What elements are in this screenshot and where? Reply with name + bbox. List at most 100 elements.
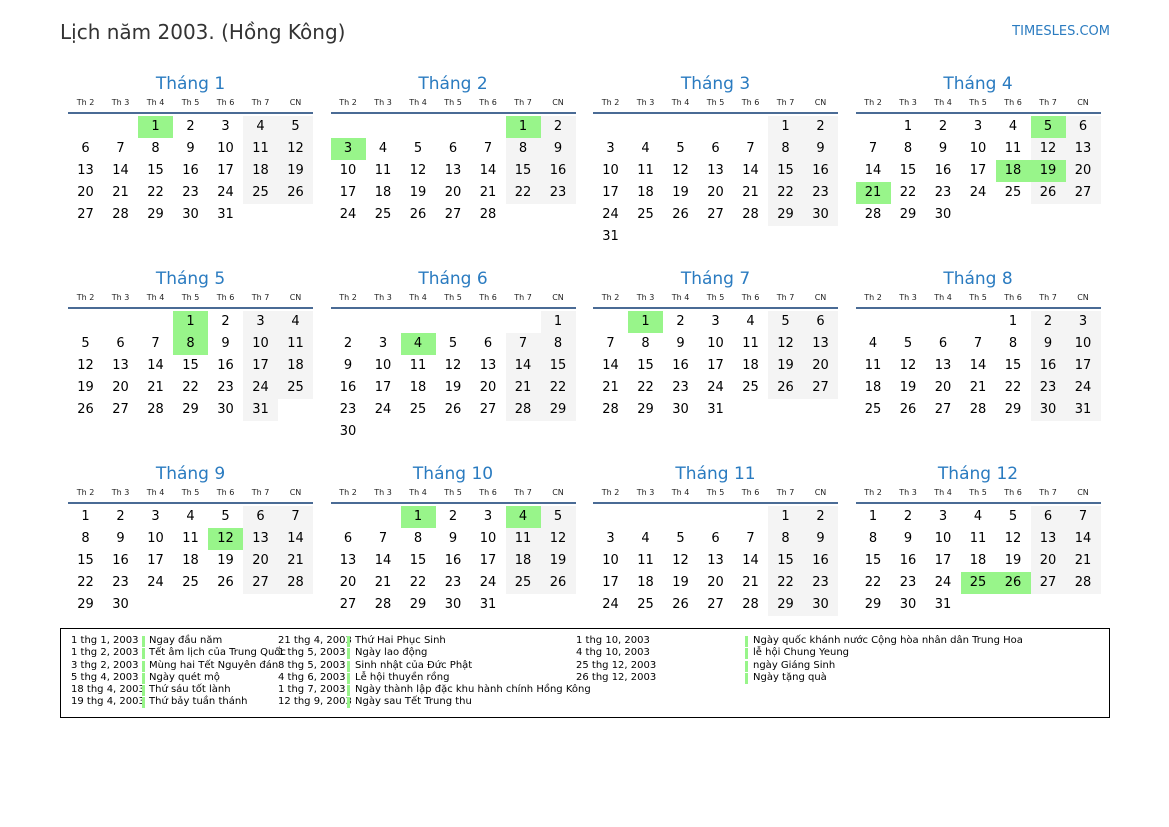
day-cell: 25	[182, 575, 199, 590]
day-cell: 17	[217, 163, 234, 178]
day-cell: 27	[1030, 572, 1066, 594]
day-cell: 13	[339, 553, 357, 568]
day-cell: 13	[112, 358, 129, 373]
weekday-label: Th 5	[444, 293, 462, 302]
day-cell: 5	[540, 506, 576, 528]
month-title: Tháng 9	[155, 464, 226, 484]
day-cell: 23	[1030, 377, 1066, 399]
day-cell: 7	[483, 141, 493, 156]
day-cell: 11	[1004, 141, 1022, 156]
holiday-marker	[142, 685, 145, 697]
holiday-name: ngày Giáng Sinh	[753, 659, 836, 671]
day-cell: 21	[969, 380, 987, 395]
day-grid: 1 2 3 4 5 6 7 8 9 10 11 12 13 14 15 16 17 18 19 20 21 22 23 24 2…	[856, 506, 1101, 616]
day-cell: 9	[1030, 333, 1066, 355]
day-cell: 16	[339, 380, 357, 395]
day-cell: 26	[672, 207, 689, 222]
day-cell: 29	[864, 597, 882, 612]
day-cell: 7	[868, 141, 878, 156]
holiday-date: 26 thg 12, 2003	[576, 671, 657, 683]
day-cell: 20	[243, 550, 278, 572]
weekday-label: CN	[552, 488, 564, 497]
day-cell: 2	[676, 314, 685, 329]
day-cell: 7	[1065, 506, 1101, 528]
day-cell: 27	[707, 207, 724, 222]
month-8: Tháng 8 Th 2 Th 3 Th 4 Th 5 Th 6 Th 7 CN 1 2 3 4 5 6 7…	[855, 269, 1101, 421]
day-cell: 22	[864, 575, 882, 590]
holiday-marker	[347, 636, 350, 647]
day-cell: 19	[899, 380, 917, 395]
day-cell: 4	[186, 509, 195, 524]
day-cell: 3	[606, 141, 615, 156]
weekday-label: Th 5	[181, 488, 200, 497]
day-cell: 7	[116, 141, 125, 156]
day-cell: 6	[116, 336, 125, 351]
empty-cell	[593, 506, 628, 528]
day-cell: 27	[934, 402, 952, 417]
day-cell: 2	[803, 506, 838, 528]
day-cell: 20	[1065, 160, 1101, 182]
day-cell: 28	[112, 207, 129, 222]
empty-cell	[436, 116, 471, 138]
day-cell: 1	[868, 509, 878, 524]
day-cell: 24	[707, 380, 724, 395]
day-grid: 1 2 3 4 5 6 7 8 9 10 11 12 13 14 15 16 17 18 19 20 21 22 23 24 2…	[593, 116, 838, 248]
day-cell: 18	[182, 553, 199, 568]
holiday-name: Thứ sáu tốt lành	[149, 684, 231, 696]
day-cell: 2	[803, 116, 838, 138]
brand-link[interactable]: TIMESLES.COM	[1012, 24, 1110, 39]
holiday-date: 12 thg 9, 2003	[278, 696, 352, 708]
weekday-header: Th 2 Th 3 Th 4 Th 5 Th 6 Th 7 CN	[855, 488, 1101, 504]
day-cell: 14	[278, 528, 313, 550]
day-cell: 25	[278, 377, 313, 399]
day-cell: 3	[243, 311, 278, 333]
holiday-name: Ngày sau Tết Trung thu	[355, 696, 472, 708]
day-cell: 26	[768, 377, 803, 399]
day-cell: 2	[448, 509, 458, 524]
day-cell: 16	[1030, 355, 1066, 377]
holiday-marker	[745, 660, 748, 672]
day-cell: 17	[243, 355, 278, 377]
month-9: Tháng 9 Th 2 Th 3 Th 4 Th 5 Th 6 Th 7 CN 1 2 3 4 5 6 7…	[68, 464, 313, 616]
day-cell: 7	[505, 333, 541, 355]
day-cell: 10	[969, 141, 987, 156]
day-grid: 1 2 3 4 5 6 7 8 9 10 11 12 13 14 15 16 17 18 19 20 21 22 23 24 2…	[593, 506, 838, 616]
day-cell: 10	[217, 141, 234, 156]
weekday-label: Th 4	[934, 488, 952, 497]
day-cell: 29	[182, 402, 199, 417]
weekday-label: Th 2	[864, 488, 882, 497]
day-cell: 20	[479, 380, 497, 395]
weekday-label: CN	[1077, 488, 1089, 497]
day-cell: 15	[864, 553, 882, 568]
empty-cell	[663, 116, 698, 138]
day-cell: 4	[641, 531, 650, 546]
day-cell: 27	[803, 377, 838, 399]
weekday-header: Th 2 Th 3 Th 4 Th 5 Th 6 Th 7 CN	[330, 98, 576, 114]
empty-cell	[856, 116, 891, 138]
day-cell: 7	[378, 531, 388, 546]
day-cell: 1	[768, 506, 803, 528]
month-5: Tháng 5 Th 2 Th 3 Th 4 Th 5 Th 6 Th 7 CN 1 2 3 4 5 6 7…	[68, 269, 313, 421]
month-title: Tháng 3	[680, 74, 751, 94]
day-cell: 20	[707, 575, 724, 590]
weekday-header: Th 2 Th 3 Th 4 Th 5 Th 6 Th 7 CN	[593, 488, 838, 504]
day-cell: 28	[602, 402, 619, 417]
day-cell: 15	[1004, 358, 1022, 373]
day-cell: 29	[768, 594, 803, 616]
empty-cell	[68, 116, 103, 138]
day-cell: 27	[339, 597, 357, 612]
weekday-label: Th 5	[969, 488, 987, 497]
weekday-label: Th 4	[146, 98, 165, 107]
weekday-label: Th 7	[776, 293, 795, 302]
day-cell: 28	[1065, 572, 1101, 594]
day-cell: 25	[742, 380, 759, 395]
holiday-name: Ngày thành lập đặc khu hành chính Hồng K…	[355, 684, 591, 696]
holiday-date: 1 thg 2, 2003	[71, 647, 139, 659]
day-cell: 1	[1008, 314, 1018, 329]
day-cell: 30	[339, 424, 357, 439]
day-cell: 29	[77, 597, 94, 612]
day-cell: 28	[742, 207, 759, 222]
day-cell: 25	[864, 402, 882, 417]
day-cell: 20	[444, 185, 462, 200]
holiday-date: 3 thg 2, 2003	[71, 659, 139, 671]
